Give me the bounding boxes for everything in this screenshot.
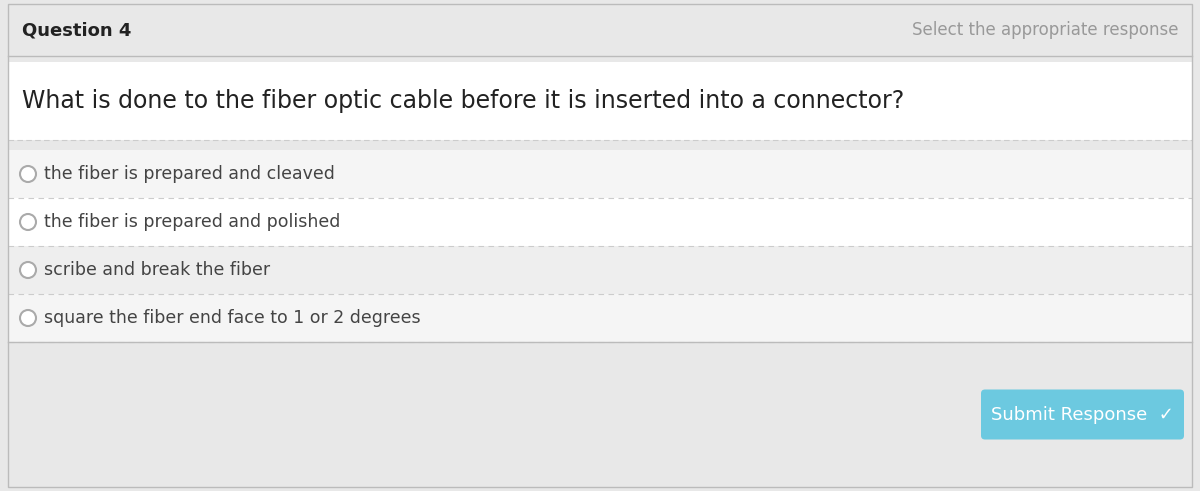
FancyBboxPatch shape <box>982 389 1184 439</box>
Text: the fiber is prepared and polished: the fiber is prepared and polished <box>44 213 341 231</box>
Text: Submit Response  ✓: Submit Response ✓ <box>991 406 1174 424</box>
Text: the fiber is prepared and cleaved: the fiber is prepared and cleaved <box>44 165 335 183</box>
FancyBboxPatch shape <box>8 150 1192 198</box>
Text: Select the appropriate response: Select the appropriate response <box>912 21 1178 39</box>
Circle shape <box>20 310 36 326</box>
Circle shape <box>20 214 36 230</box>
FancyBboxPatch shape <box>8 294 1192 342</box>
Text: scribe and break the fiber: scribe and break the fiber <box>44 261 270 279</box>
Text: square the fiber end face to 1 or 2 degrees: square the fiber end face to 1 or 2 degr… <box>44 309 421 327</box>
FancyBboxPatch shape <box>8 198 1192 246</box>
FancyBboxPatch shape <box>8 342 1192 487</box>
Circle shape <box>20 262 36 278</box>
FancyBboxPatch shape <box>8 246 1192 294</box>
Circle shape <box>20 166 36 182</box>
FancyBboxPatch shape <box>8 62 1192 140</box>
Text: What is done to the fiber optic cable before it is inserted into a connector?: What is done to the fiber optic cable be… <box>22 89 905 113</box>
Text: Question 4: Question 4 <box>22 21 131 39</box>
FancyBboxPatch shape <box>8 4 1192 56</box>
